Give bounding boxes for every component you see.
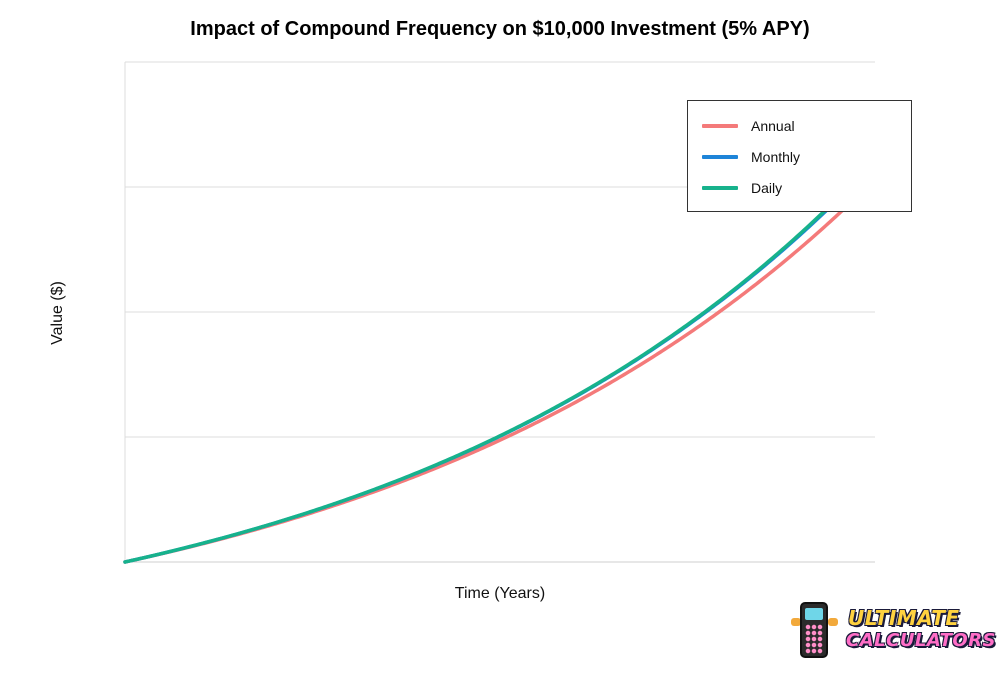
y-axis-label: Value ($) — [49, 281, 66, 345]
series-line-monthly[interactable] — [123, 190, 847, 564]
legend-label-daily: Daily — [751, 180, 783, 196]
legend-item-daily[interactable]: Daily — [702, 178, 782, 198]
chart-title: Impact of Compound Frequency on $10,000 … — [190, 18, 810, 40]
legend-swatch-annual — [702, 124, 738, 128]
legend-label-monthly: Monthly — [751, 149, 801, 165]
series-line-daily[interactable] — [123, 189, 847, 564]
legend-item-annual[interactable]: Annual — [702, 116, 795, 136]
logo-arm-left — [791, 618, 801, 626]
logo-arm-right — [828, 618, 838, 626]
legend-swatch-monthly — [702, 155, 738, 159]
ultimate-calculators-logo[interactable]: ULTIMATE CALCULATORS — [788, 600, 996, 662]
series-line-annual[interactable] — [123, 206, 847, 564]
legend-item-monthly[interactable]: Monthly — [702, 147, 800, 167]
calculator-mascot-icon — [800, 602, 828, 658]
calculator-keys-icon — [805, 624, 823, 654]
series-lines — [123, 189, 847, 564]
logo-text-ultimate: ULTIMATE — [848, 606, 960, 630]
legend-label-annual: Annual — [751, 118, 795, 134]
logo-text-calculators: CALCULATORS — [846, 630, 997, 651]
legend-swatch-daily — [702, 186, 738, 190]
legend: Annual Monthly Daily — [687, 100, 912, 212]
calculator-screen-icon — [805, 608, 823, 620]
x-axis-label: Time (Years) — [454, 585, 546, 602]
